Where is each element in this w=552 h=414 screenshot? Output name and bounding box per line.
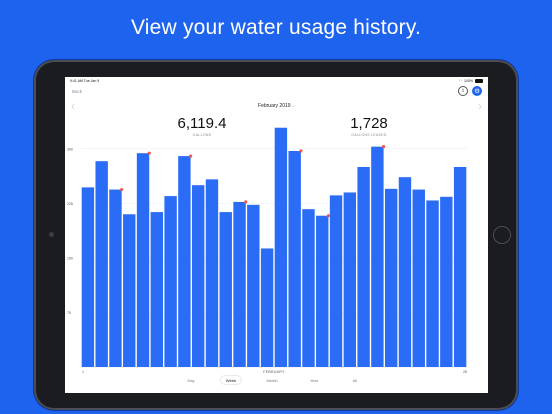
x-axis-label: FEBRUARY (263, 370, 285, 374)
leak-marker-day-3 (120, 187, 124, 192)
app-screen: 9:41 AM Tue Jan 9 ◠ 100% Back i ⚙ ‹ › Fe… (65, 77, 488, 393)
bar-day-20[interactable] (343, 192, 357, 367)
leak-marker-day-22 (381, 145, 386, 149)
gear-icon[interactable]: ⚙ (472, 86, 482, 96)
bar-day-1[interactable] (81, 187, 95, 367)
bar-day-17[interactable] (302, 209, 315, 367)
status-date: Tue Jan 9 (83, 79, 100, 83)
bar-day-10[interactable] (205, 179, 219, 367)
y-tick-label: 300 (67, 147, 73, 151)
bar-day-18[interactable] (316, 215, 329, 367)
bar-day-3[interactable] (109, 189, 122, 367)
month-label: February 2019 (258, 103, 291, 109)
bar-day-11[interactable] (219, 212, 232, 367)
tab-all[interactable]: All (352, 378, 358, 383)
bar-day-2[interactable] (95, 161, 108, 367)
gallons-label: GALLONS (192, 133, 212, 137)
leak-marker-day-18 (326, 214, 331, 218)
battery-percent: 100% (464, 79, 473, 83)
status-time: 9:41 AM (70, 79, 83, 83)
bar-day-5[interactable] (136, 153, 150, 367)
leak-marker-day-12 (244, 200, 248, 204)
bar-day-9[interactable] (191, 185, 205, 367)
stat-gallons: 6,119.4 GALLONS (142, 115, 262, 137)
chevron-down-icon: ⌵ (291, 103, 295, 108)
bar-day-8[interactable] (178, 156, 191, 367)
bar-day-27[interactable] (440, 196, 453, 367)
bar-day-12[interactable] (233, 201, 246, 367)
y-tick-label: 225 (67, 202, 73, 206)
y-tick-label: 75 (67, 311, 71, 315)
bar-day-22[interactable] (371, 146, 384, 367)
leaked-label: GALLONS LEAKED (351, 133, 387, 137)
period-tabs: Day Week Month Year All (65, 376, 488, 388)
back-button[interactable]: Back (72, 89, 83, 94)
leaked-value: 1,728 (350, 115, 388, 132)
bar-day-6[interactable] (150, 212, 164, 367)
leak-marker-day-16 (299, 149, 303, 153)
bar-day-13[interactable] (247, 204, 260, 367)
bar-day-16[interactable] (288, 151, 301, 367)
tab-year[interactable]: Year (309, 378, 319, 383)
bar-day-23[interactable] (384, 188, 398, 367)
gallons-value: 6,119.4 (177, 115, 227, 132)
stat-gallons-leaked: 1,728 GALLONS LEAKED (309, 115, 429, 137)
leak-marker-day-8 (188, 154, 193, 158)
usage-bar-chart: 300 225 150 75 1 28 FEBRUARY (67, 127, 467, 374)
tab-day[interactable]: Day (187, 378, 195, 383)
x-tick-label-last: 28 (463, 370, 467, 374)
bar-day-21[interactable] (357, 167, 370, 367)
ipad-device-frame: 9:41 AM Tue Jan 9 ◠ 100% Back i ⚙ ‹ › Fe… (34, 60, 518, 410)
previous-month-arrow-icon[interactable]: ‹ (71, 99, 75, 113)
battery-icon (475, 79, 483, 83)
promo-title: View your water usage history. (130, 16, 422, 39)
bar-day-19[interactable] (329, 195, 343, 367)
bar-day-4[interactable] (123, 214, 136, 367)
tab-month[interactable]: Month (266, 378, 278, 383)
month-selector[interactable]: February 2019 ⌵ (65, 103, 488, 109)
bar-day-26[interactable] (426, 200, 439, 367)
leak-marker-day-5 (147, 151, 151, 155)
y-tick-label: 150 (67, 256, 73, 260)
x-tick-label-first: 1 (82, 370, 84, 374)
bar-day-24[interactable] (398, 177, 412, 367)
bar-day-25[interactable] (412, 189, 425, 367)
info-icon[interactable]: i (458, 86, 468, 96)
camera-icon (49, 232, 54, 237)
status-bar: 9:41 AM Tue Jan 9 ◠ 100% (65, 77, 488, 86)
wifi-icon: ◠ (458, 79, 463, 83)
next-month-arrow-icon[interactable]: › (478, 99, 482, 113)
bar-day-14[interactable] (260, 248, 274, 367)
bar-day-28[interactable] (453, 167, 467, 367)
home-button[interactable] (493, 226, 511, 244)
bar-day-15[interactable] (274, 127, 288, 368)
tab-week[interactable]: Week (221, 376, 241, 384)
bar-day-7[interactable] (164, 196, 177, 367)
